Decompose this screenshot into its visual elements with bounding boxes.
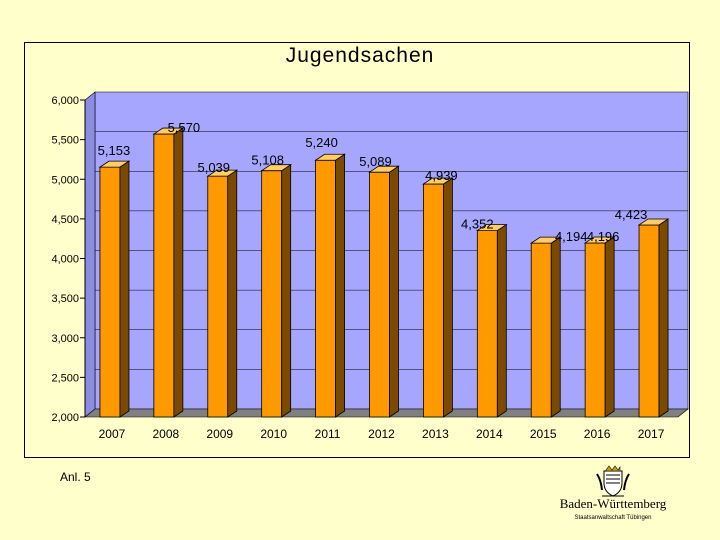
bar-front [261,170,283,418]
bar-top [637,218,670,226]
y-tick-label: 4,500 [51,214,79,226]
logo-name: Baden-Württemberg [559,496,667,511]
y-tick-label: 3,000 [51,333,79,345]
bar [529,236,562,418]
bar-top [260,164,293,172]
data-label: 4,194 [555,229,588,244]
bar-top [206,169,239,177]
bar-side [604,236,615,418]
bar-front [638,224,660,418]
bar-side [227,169,238,418]
logo-subtitle: Staatsanwaltschaft Tübingen [574,515,652,521]
x-tick-label: 2014 [476,427,503,441]
y-tick-label: 3,500 [51,293,79,305]
x-tick-label: 2013 [422,427,449,441]
bar-top [314,153,346,161]
x-tick-label: 2012 [368,427,395,441]
bar-front [476,230,498,418]
bar [152,127,185,418]
data-label: 4,352 [461,217,494,232]
data-label: 4,196 [587,229,620,244]
data-label: 5,039 [197,160,230,175]
bar-side [496,223,507,418]
bar-front [99,166,121,418]
y-tick-label: 6,000 [51,95,79,107]
bar [368,165,400,418]
data-label: 5,108 [251,153,284,168]
attachment-note: Anl. 5 [60,470,91,484]
x-tick-label: 2011 [315,427,341,441]
coat-of-arms-icon [596,465,630,497]
bar [98,160,131,418]
bar-side [443,177,453,418]
data-label: 5,089 [359,154,392,169]
data-label: 5,570 [168,120,201,135]
x-tick-label: 2007 [99,427,126,441]
x-tick-label: 2010 [260,427,287,441]
y-tick-label: 5,000 [51,174,79,186]
bar-front [530,242,552,418]
bar-top [98,160,131,168]
x-tick-label: 2008 [153,427,180,441]
bar-top [368,165,400,173]
logo: Baden-Württemberg Staatsanwaltschaft Tüb… [548,464,678,528]
bar-front [423,183,444,418]
y-tick-label: 4,000 [51,254,79,266]
data-label: 5,153 [98,143,131,158]
x-tick-label: 2016 [584,427,611,441]
bar [260,163,293,418]
y-tick-label: 5,500 [51,135,79,147]
bar-top [529,236,562,244]
bar [422,177,454,418]
bar-side [389,165,399,418]
bar-side [550,236,561,418]
bar-side [281,163,292,418]
side-wall [84,91,96,418]
bar-top [152,127,185,135]
bar-side [658,218,669,418]
bar [314,153,346,418]
chart-title: Jugendsachen [285,44,435,67]
bar-side [119,160,130,418]
bar-front [315,159,336,418]
bar-top [422,177,454,185]
bar [475,223,508,418]
y-tick-label: 2,000 [51,412,79,424]
bar-side [173,127,184,418]
bar [583,236,616,418]
x-tick-label: 2015 [530,427,557,441]
bar-side [335,153,345,418]
bar-front [153,133,175,418]
data-label: 5,240 [305,135,338,150]
data-label: 4,939 [425,168,458,183]
x-tick-label: 2009 [206,427,233,441]
bar-top [475,224,508,232]
x-tick-label: 2017 [638,427,665,441]
bar [637,218,670,418]
bar-front [584,242,606,418]
bar [206,169,239,418]
bar-front [207,175,229,418]
bar-top [583,236,616,244]
data-label: 4,423 [615,207,648,222]
bar-front [369,171,390,418]
y-tick-label: 2,500 [51,372,79,384]
